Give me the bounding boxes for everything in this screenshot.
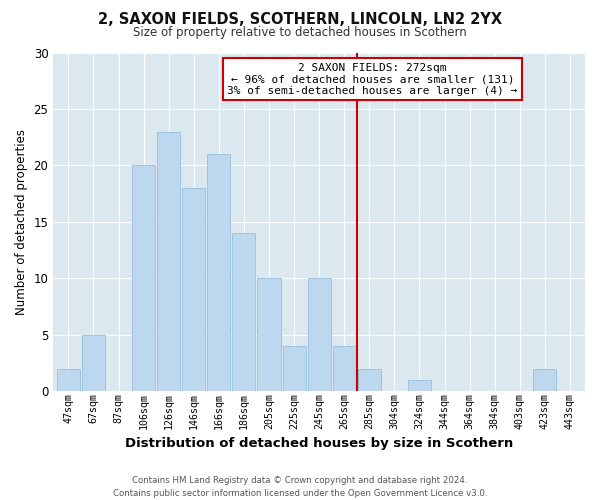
X-axis label: Distribution of detached houses by size in Scothern: Distribution of detached houses by size … xyxy=(125,437,513,450)
Bar xyxy=(57,368,80,392)
Y-axis label: Number of detached properties: Number of detached properties xyxy=(15,129,28,315)
Bar xyxy=(82,335,105,392)
Bar xyxy=(308,278,331,392)
Text: Size of property relative to detached houses in Scothern: Size of property relative to detached ho… xyxy=(133,26,467,39)
Bar xyxy=(207,154,230,392)
Bar xyxy=(182,188,205,392)
Bar xyxy=(358,368,381,392)
Bar xyxy=(533,368,556,392)
Bar xyxy=(408,380,431,392)
Bar xyxy=(157,132,180,392)
Bar xyxy=(283,346,305,392)
Text: 2 SAXON FIELDS: 272sqm
← 96% of detached houses are smaller (131)
3% of semi-det: 2 SAXON FIELDS: 272sqm ← 96% of detached… xyxy=(227,62,517,96)
Bar xyxy=(257,278,281,392)
Bar xyxy=(232,233,256,392)
Bar xyxy=(132,166,155,392)
Bar xyxy=(332,346,356,392)
Text: Contains HM Land Registry data © Crown copyright and database right 2024.
Contai: Contains HM Land Registry data © Crown c… xyxy=(113,476,487,498)
Text: 2, SAXON FIELDS, SCOTHERN, LINCOLN, LN2 2YX: 2, SAXON FIELDS, SCOTHERN, LINCOLN, LN2 … xyxy=(98,12,502,28)
